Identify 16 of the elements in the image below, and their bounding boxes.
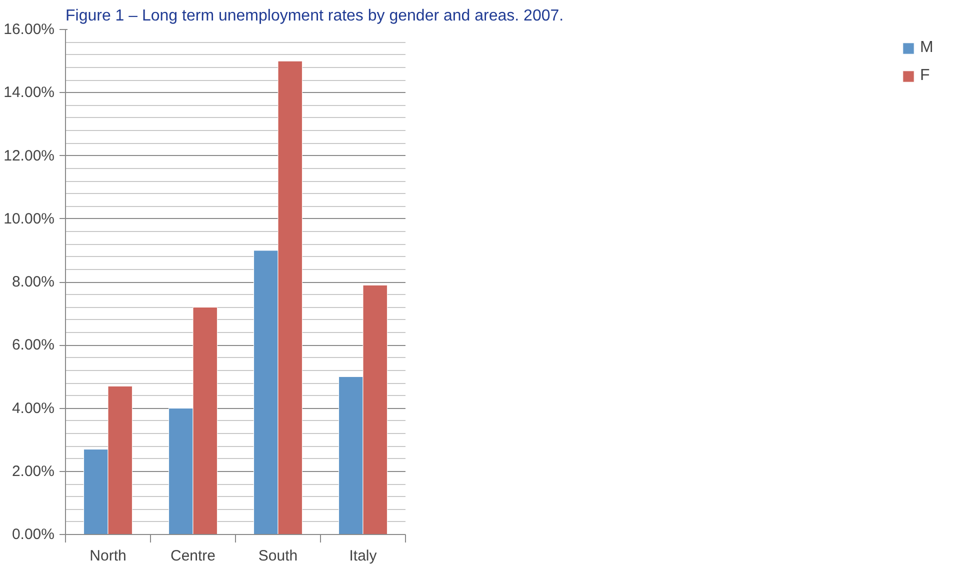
x-tick-label: South [258,548,298,564]
legend-label: M [920,39,934,57]
chart-title: Figure 1 – Long term unemployment rates by gender and areas. 2007. [66,8,564,24]
y-tick-label: 2.00% [12,462,55,480]
y-tick-label: 0.00% [12,526,55,543]
x-tick-label: Italy [349,548,378,564]
x-tick-label: North [90,548,126,564]
x-tick-label: Centre [170,548,216,564]
legend-label: F [920,67,931,85]
y-tick-label: 6.00% [12,336,55,354]
y-tick-label: 12.00% [4,147,54,164]
y-tick-label: 14.00% [4,84,54,102]
y-tick-label: 16.00% [4,21,54,38]
y-tick-label: 10.00% [4,210,54,228]
y-tick-label: 4.00% [12,400,55,417]
y-tick-label: 8.00% [12,274,55,290]
